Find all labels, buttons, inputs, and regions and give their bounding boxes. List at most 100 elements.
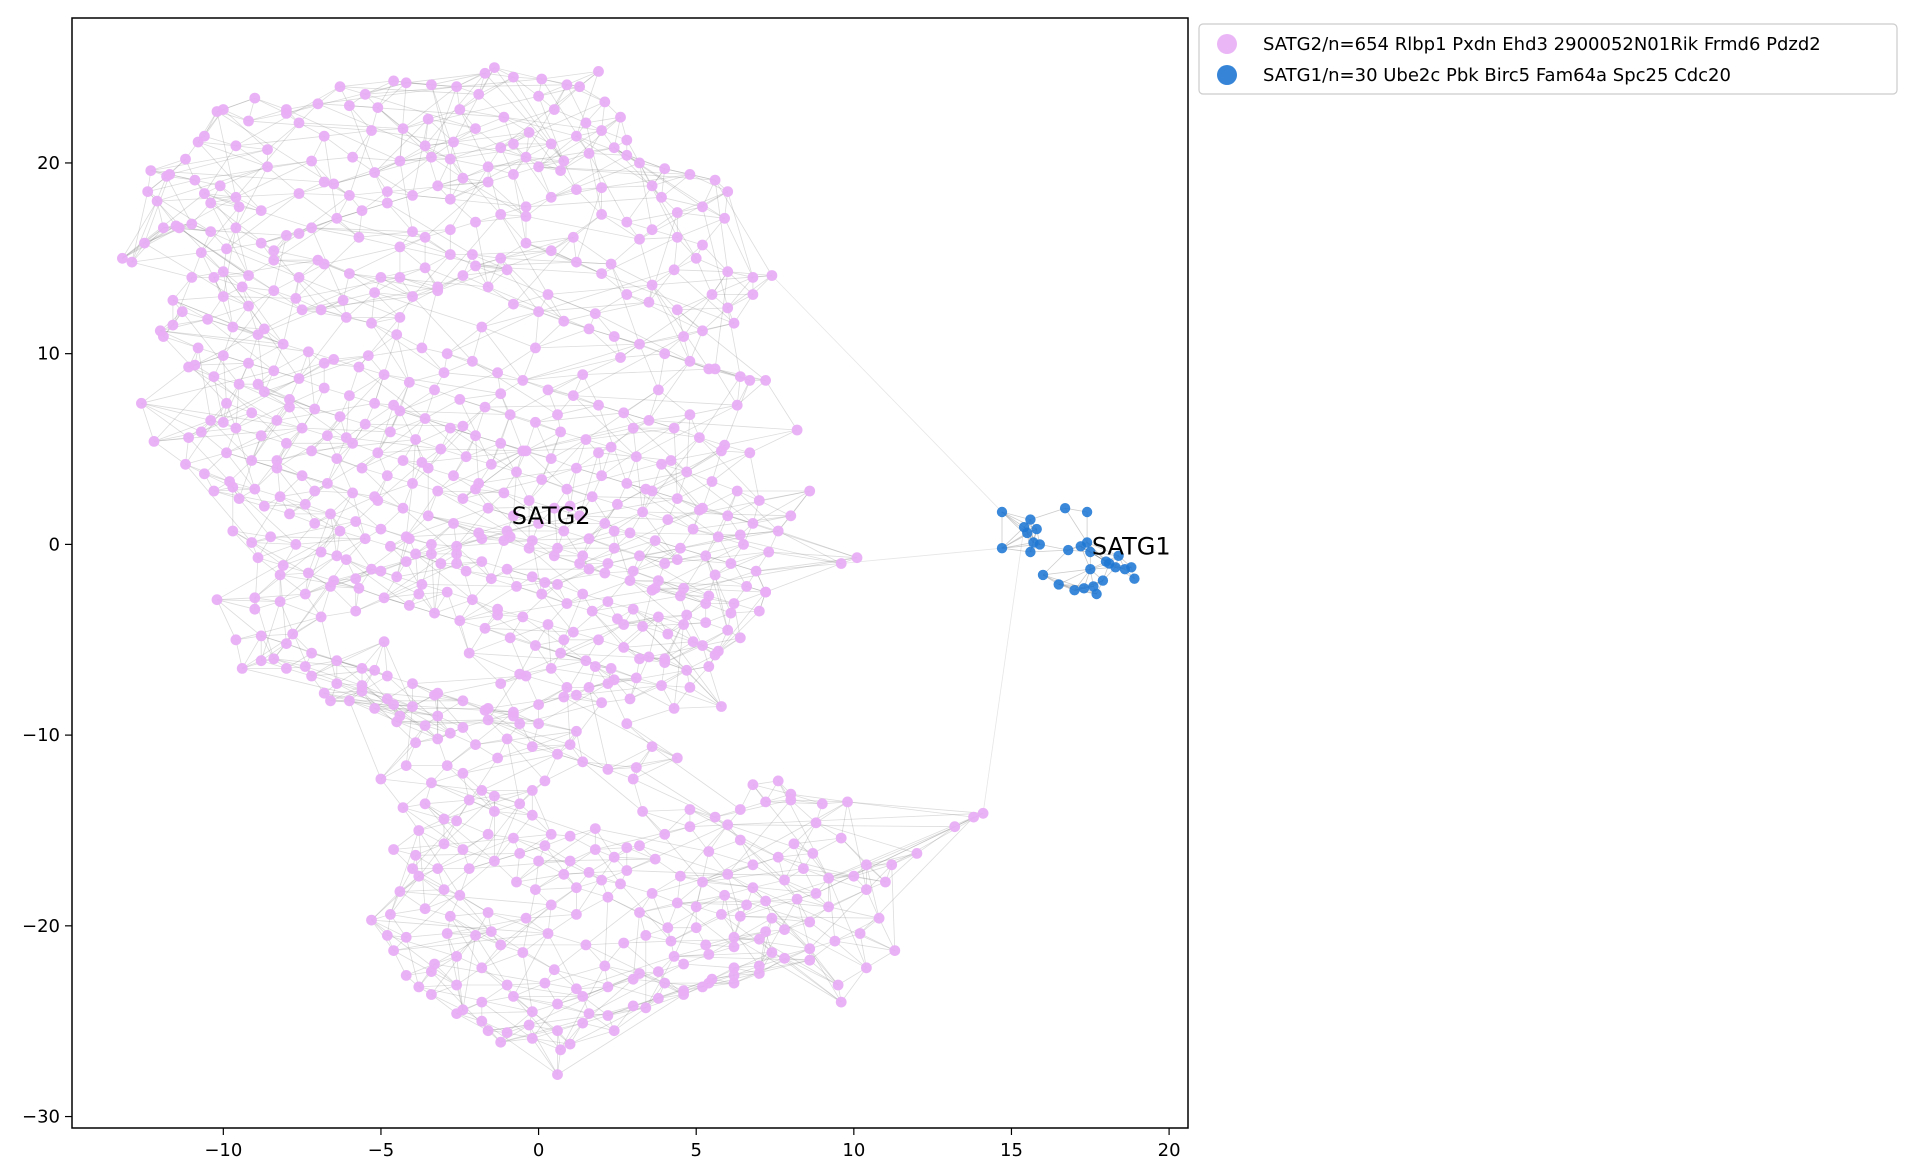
data-point: [580, 117, 592, 129]
data-point: [375, 773, 387, 785]
graph-edge: [740, 839, 779, 858]
data-point: [697, 640, 708, 651]
data-point: [492, 752, 503, 764]
graph-edge: [248, 113, 287, 122]
graph-edge: [450, 912, 489, 917]
graph-edge: [591, 610, 625, 648]
graph-edge: [519, 702, 602, 725]
graph-edge: [472, 360, 558, 416]
data-point: [577, 369, 589, 380]
data-point: [372, 495, 384, 506]
graph-edge: [500, 214, 549, 295]
data-point: [230, 222, 242, 234]
graph-edge: [409, 591, 448, 606]
data-point: [451, 979, 462, 991]
graph-edge: [642, 811, 703, 883]
data-point: [432, 710, 444, 722]
graph-edge: [437, 185, 527, 208]
graph-edge: [673, 237, 678, 270]
graph-edge: [506, 269, 539, 312]
graph-edge: [399, 277, 438, 292]
graph-edge: [639, 555, 731, 564]
data-point: [533, 518, 544, 529]
data-point: [634, 157, 645, 169]
graph-edge: [576, 456, 637, 469]
data-point: [470, 430, 481, 442]
graph-edge: [393, 933, 549, 951]
data-point: [766, 912, 778, 924]
graph-edge: [551, 162, 640, 198]
graph-edge: [491, 547, 558, 580]
graph-edge: [525, 236, 574, 244]
data-point: [463, 863, 475, 874]
data-point: [608, 331, 620, 342]
graph-edge: [204, 135, 237, 147]
graph-edge: [437, 250, 552, 292]
graph-edge: [374, 292, 401, 318]
data-point: [627, 603, 639, 615]
data-point: [482, 714, 494, 726]
graph-edge: [456, 84, 567, 88]
graph-edge: [532, 744, 571, 747]
graph-edge: [141, 402, 211, 421]
graph-edge: [532, 814, 627, 848]
data-point: [495, 939, 507, 951]
graph-edge: [323, 135, 353, 158]
graph-edge: [711, 952, 773, 980]
graph-edge: [702, 801, 848, 883]
graph-edge: [222, 355, 227, 404]
data-point: [533, 855, 544, 867]
graph-edge: [160, 330, 284, 345]
graph-edge: [481, 904, 552, 969]
graph-edge: [677, 294, 713, 311]
graph-edge: [705, 555, 732, 614]
graph-edge: [469, 860, 571, 869]
graph-edge: [576, 261, 612, 265]
graph-edge: [412, 195, 527, 208]
data-point: [391, 329, 403, 340]
cluster-label: SATG1: [1092, 532, 1171, 560]
data-point: [331, 550, 343, 562]
graph-edge: [216, 599, 255, 610]
graph-edge: [131, 191, 149, 263]
data-point: [322, 478, 333, 489]
data-point: [366, 317, 377, 329]
data-point: [495, 437, 507, 449]
data-point: [419, 720, 431, 731]
graph-edge: [484, 616, 523, 629]
data-point: [1053, 579, 1064, 590]
graph-edge: [525, 427, 634, 452]
data-point: [359, 418, 371, 430]
data-point: [1097, 575, 1109, 586]
data-point: [889, 945, 901, 956]
graph-edge: [585, 893, 653, 946]
data-point: [668, 264, 680, 276]
data-point: [697, 201, 708, 213]
graph-edge: [866, 950, 896, 969]
graph-edge: [270, 536, 366, 540]
x-tick-label: 5: [690, 1140, 701, 1161]
data-point: [334, 411, 346, 422]
data-point: [438, 367, 450, 379]
data-point: [195, 247, 207, 258]
data-point: [634, 907, 645, 918]
graph-edge: [216, 597, 255, 601]
data-point: [561, 483, 573, 495]
data-point: [662, 514, 674, 525]
graph-edge: [522, 343, 640, 381]
graph-edge: [371, 919, 407, 938]
graph-edge: [141, 370, 274, 404]
graph-edge: [702, 218, 725, 246]
data-point: [687, 636, 699, 648]
graph-edge: [361, 427, 451, 469]
data-point: [760, 796, 771, 808]
graph-edge: [324, 246, 400, 265]
graph-edge: [213, 362, 249, 377]
data-point: [646, 888, 658, 899]
graph-edge: [263, 328, 300, 379]
data-point: [444, 153, 456, 165]
data-point: [252, 329, 264, 340]
data-point: [435, 558, 447, 569]
graph-edge: [456, 1011, 533, 1014]
graph-edge: [365, 93, 476, 129]
